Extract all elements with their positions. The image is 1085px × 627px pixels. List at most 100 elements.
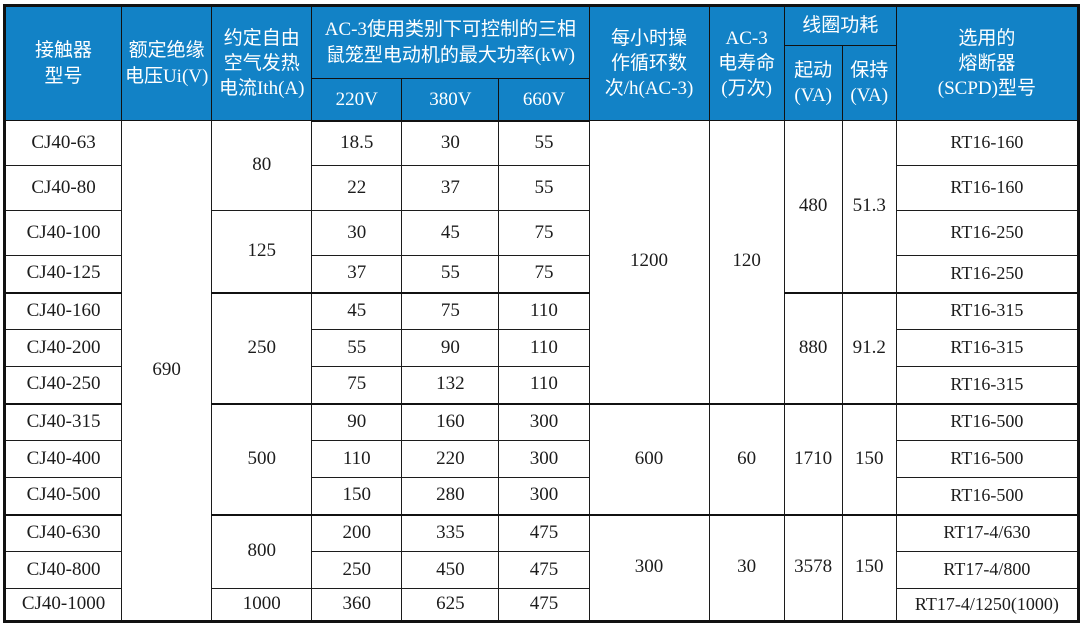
- power-380-cell: 132: [401, 366, 500, 404]
- model-cell: CJ40-63: [3, 120, 123, 166]
- table-row: CJ40-630 800 200 335 475 300 30 3578 150…: [3, 513, 1080, 622]
- fuse-cell: RT17-4/1250(1000): [895, 588, 1080, 622]
- coil-hold-cell: 51.3: [841, 120, 897, 293]
- fuse-cell: RT16-250: [895, 210, 1080, 256]
- fuse-cell: RT16-160: [895, 165, 1080, 211]
- model-cell: CJ40-80: [3, 165, 123, 211]
- power-380-cell: 335: [401, 513, 500, 552]
- model-cell: CJ40-630: [3, 513, 123, 552]
- ith-cell: 125: [211, 210, 313, 293]
- model-cell: CJ40-200: [3, 329, 123, 367]
- power-220-cell: 75: [311, 366, 403, 404]
- table-row: CJ40-125 37 55 75 RT16-250: [3, 255, 1080, 293]
- header-380v: 380V: [401, 78, 500, 122]
- table-row: CJ40-250 75 132 110 RT16-315: [3, 366, 1080, 404]
- power-660-cell: 110: [498, 291, 590, 330]
- model-cell: CJ40-1000: [3, 588, 123, 622]
- power-220-cell: 200: [311, 513, 403, 552]
- power-220-cell: 90: [311, 402, 403, 441]
- header-fuse-scpd: 选用的 熔断器 (SCPD)型号: [895, 5, 1080, 121]
- table-row: CJ40-500 150 280 300 RT16-500: [3, 477, 1080, 515]
- table-row: CJ40-315 500 90 160 300 600 60 1710 150 …: [3, 402, 1080, 515]
- power-380-cell: 625: [401, 588, 500, 622]
- header-220v: 220V: [311, 78, 403, 122]
- header-660v: 660V: [498, 78, 590, 122]
- model-cell: CJ40-160: [3, 291, 123, 330]
- model-cell: CJ40-125: [3, 255, 123, 293]
- power-660-cell: 300: [498, 477, 590, 515]
- table-body: CJ40-63 690 80 18.5 30 55 1200 120 480 5…: [3, 120, 1080, 622]
- table-row: CJ40-400 110 220 300 RT16-500: [3, 440, 1080, 478]
- fuse-cell: RT17-4/800: [895, 551, 1080, 589]
- power-380-cell: 45: [401, 210, 500, 256]
- fuse-cell: RT16-250: [895, 255, 1080, 293]
- coil-hold-cell: 150: [841, 402, 897, 515]
- fuse-cell: RT16-500: [895, 477, 1080, 515]
- power-660-cell: 475: [498, 588, 590, 622]
- power-220-cell: 360: [311, 588, 403, 622]
- power-380-cell: 37: [401, 165, 500, 211]
- header-coil-start-va: 起动 (VA): [783, 45, 843, 121]
- ith-cell: 80: [211, 120, 313, 211]
- coil-start-cell: 3578: [783, 513, 843, 622]
- ops-cell: 600: [588, 402, 710, 515]
- fuse-cell: RT16-500: [895, 402, 1080, 441]
- power-220-cell: 37: [311, 255, 403, 293]
- model-cell: CJ40-250: [3, 366, 123, 404]
- table-row: CJ40-100 125 30 45 75 RT16-250: [3, 210, 1080, 293]
- table-header: 接触器 型号 额定绝缘 电压Ui(V) 约定自由 空气发热 电流Ith(A) A…: [3, 5, 1080, 122]
- power-660-cell: 55: [498, 120, 590, 166]
- table-row: CJ40-800 250 450 475 RT17-4/800: [3, 551, 1080, 589]
- life-cell: 30: [708, 513, 785, 622]
- ui-cell: 690: [121, 120, 213, 622]
- power-220-cell: 22: [311, 165, 403, 211]
- header-power-group: AC-3使用类别下可控制的三相 鼠笼型电动机的最大功率(kW): [311, 5, 590, 79]
- model-cell: CJ40-315: [3, 402, 123, 441]
- contactor-spec-table: 接触器 型号 额定绝缘 电压Ui(V) 约定自由 空气发热 电流Ith(A) A…: [3, 4, 1080, 623]
- table-row: CJ40-80 22 37 55 RT16-160: [3, 165, 1080, 211]
- model-cell: CJ40-500: [3, 477, 123, 515]
- ops-cell: 1200: [588, 120, 710, 404]
- ops-cell: 300: [588, 513, 710, 622]
- header-thermal-current: 约定自由 空气发热 电流Ith(A): [211, 5, 313, 121]
- table-row: CJ40-200 55 90 110 RT16-315: [3, 329, 1080, 367]
- header-ac3-electrical-life: AC-3 电寿命 (万次): [708, 5, 785, 121]
- power-220-cell: 18.5: [311, 120, 403, 166]
- power-660-cell: 300: [498, 440, 590, 478]
- power-220-cell: 150: [311, 477, 403, 515]
- power-660-cell: 75: [498, 255, 590, 293]
- table-row: CJ40-160 250 45 75 110 880 91.2 RT16-315: [3, 291, 1080, 404]
- power-660-cell: 300: [498, 402, 590, 441]
- header-model: 接触器 型号: [3, 5, 123, 121]
- power-660-cell: 75: [498, 210, 590, 256]
- power-380-cell: 30: [401, 120, 500, 166]
- table-row: CJ40-63 690 80 18.5 30 55 1200 120 480 5…: [3, 120, 1080, 622]
- model-cell: CJ40-100: [3, 210, 123, 256]
- power-220-cell: 55: [311, 329, 403, 367]
- power-380-cell: 160: [401, 402, 500, 441]
- ith-cell: 250: [211, 291, 313, 404]
- power-380-cell: 450: [401, 551, 500, 589]
- power-380-cell: 55: [401, 255, 500, 293]
- ith-cell: 800: [211, 513, 313, 589]
- fuse-cell: RT16-315: [895, 329, 1080, 367]
- power-220-cell: 30: [311, 210, 403, 256]
- fuse-cell: RT16-315: [895, 366, 1080, 404]
- coil-start-cell: 480: [783, 120, 843, 293]
- power-660-cell: 55: [498, 165, 590, 211]
- header-ops-per-hour: 每小时操 作循环数 次/h(AC-3): [588, 5, 710, 121]
- life-cell: 60: [708, 402, 785, 515]
- model-cell: CJ40-400: [3, 440, 123, 478]
- power-660-cell: 475: [498, 551, 590, 589]
- power-380-cell: 75: [401, 291, 500, 330]
- power-660-cell: 475: [498, 513, 590, 552]
- header-coil-hold-va: 保持 (VA): [841, 45, 897, 121]
- power-660-cell: 110: [498, 366, 590, 404]
- fuse-cell: RT16-315: [895, 291, 1080, 330]
- fuse-cell: RT17-4/630: [895, 513, 1080, 552]
- ith-cell: 500: [211, 402, 313, 515]
- power-660-cell: 110: [498, 329, 590, 367]
- coil-hold-cell: 150: [841, 513, 897, 622]
- power-220-cell: 110: [311, 440, 403, 478]
